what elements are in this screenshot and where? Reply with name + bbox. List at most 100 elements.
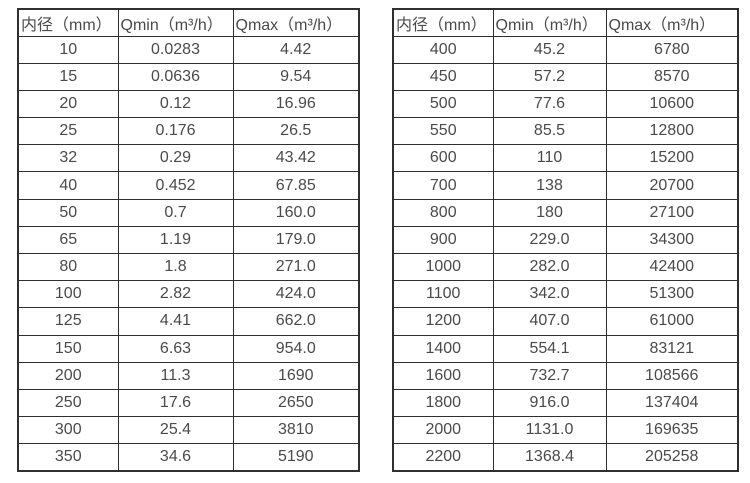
table-cell: 2200	[392, 443, 494, 472]
table-cell: 137404	[605, 388, 739, 418]
table-cell: 50	[17, 198, 119, 227]
table-cell: 80	[17, 252, 119, 282]
table-cell: 662.0	[232, 307, 360, 336]
table-cell: 12800	[605, 117, 739, 146]
table-cell: 57.2	[492, 62, 607, 91]
table-row: 1100 342.0 51300	[392, 280, 739, 309]
table-cell: 0.7	[117, 198, 234, 227]
table-cell: 5190	[232, 443, 360, 472]
table-cell: 179.0	[232, 225, 360, 255]
table-cell: 2.82	[117, 280, 234, 309]
column-header: 内径（mm）	[392, 8, 494, 37]
header-row: 内径（mm） Qmin（m³/h） Qmax（m³/h）	[17, 8, 360, 37]
table-cell: 4.42	[232, 35, 360, 64]
table-cell: 1000	[392, 252, 494, 282]
table-cell: 25.4	[117, 416, 234, 445]
table-cell: 125	[17, 307, 119, 336]
table-row: 20 0.12 16.96	[17, 89, 360, 119]
table-cell: 800	[392, 198, 494, 227]
table-cell: 1131.0	[492, 416, 607, 445]
table-cell: 15200	[605, 144, 739, 173]
table-row: 100 2.82 424.0	[17, 280, 360, 309]
table-cell: 65	[17, 225, 119, 255]
table-row: 1000 282.0 42400	[392, 252, 739, 282]
flow-rate-table-left: 内径（mm） Qmin（m³/h） Qmax（m³/h） 10 0.0283 4.42 15…	[17, 8, 360, 472]
table-cell: 85.5	[492, 117, 607, 146]
table-row: 1200 407.0 61000	[392, 307, 739, 336]
table-cell: 0.452	[117, 171, 234, 200]
table-cell: 0.176	[117, 117, 234, 146]
column-header: Qmin（m³/h）	[117, 8, 234, 37]
table-cell: 83121	[605, 334, 739, 363]
table-cell: 10	[17, 35, 119, 64]
table-cell: 1100	[392, 280, 494, 309]
table-cell: 6.63	[117, 334, 234, 363]
table-row: 350 34.6 5190	[17, 443, 360, 472]
table-row: 2200 1368.4 205258	[392, 443, 739, 472]
table-cell: 51300	[605, 280, 739, 309]
table-cell: 300	[17, 416, 119, 445]
table-row: 2000 1131.0 169635	[392, 416, 739, 445]
table-cell: 554.1	[492, 334, 607, 363]
table-cell: 1400	[392, 334, 494, 363]
table-cell: 732.7	[492, 361, 607, 390]
column-header: Qmax（m³/h）	[605, 8, 739, 37]
table-cell: 500	[392, 89, 494, 119]
table-cell: 1200	[392, 307, 494, 336]
table-row: 10 0.0283 4.42	[17, 35, 360, 64]
table-row: 40 0.452 67.85	[17, 171, 360, 200]
column-header: 内径（mm）	[17, 8, 119, 37]
table-cell: 1800	[392, 388, 494, 418]
table-cell: 34300	[605, 225, 739, 255]
table-cell: 34.6	[117, 443, 234, 472]
table-cell: 229.0	[492, 225, 607, 255]
table-cell: 700	[392, 171, 494, 200]
table-row: 1400 554.1 83121	[392, 334, 739, 363]
column-header: Qmin（m³/h）	[492, 8, 607, 37]
table-row: 200 11.3 1690	[17, 361, 360, 390]
flow-rate-table-right: 内径（mm） Qmin（m³/h） Qmax（m³/h） 400 45.2 6780 450…	[392, 8, 739, 472]
table-cell: 2650	[232, 388, 360, 418]
table-cell: 138	[492, 171, 607, 200]
table-row: 15 0.0636 9.54	[17, 62, 360, 91]
table-cell: 1690	[232, 361, 360, 390]
table-cell: 4.41	[117, 307, 234, 336]
table-cell: 600	[392, 144, 494, 173]
table-cell: 32	[17, 144, 119, 173]
table-cell: 3810	[232, 416, 360, 445]
header-row: 内径（mm） Qmin（m³/h） Qmax（m³/h）	[392, 8, 739, 37]
table-cell: 67.85	[232, 171, 360, 200]
table-row: 32 0.29 43.42	[17, 144, 360, 173]
table-row: 125 4.41 662.0	[17, 307, 360, 336]
table-cell: 40	[17, 171, 119, 200]
table-cell: 10600	[605, 89, 739, 119]
table-cell: 2000	[392, 416, 494, 445]
table-cell: 205258	[605, 443, 739, 472]
table-cell: 0.29	[117, 144, 234, 173]
table-cell: 6780	[605, 35, 739, 64]
table-row: 500 77.6 10600	[392, 89, 739, 119]
table-row: 550 85.5 12800	[392, 117, 739, 146]
table-cell: 450	[392, 62, 494, 91]
table-cell: 42400	[605, 252, 739, 282]
table-cell: 342.0	[492, 280, 607, 309]
table-cell: 916.0	[492, 388, 607, 418]
table-cell: 0.12	[117, 89, 234, 119]
table-cell: 108566	[605, 361, 739, 390]
table-cell: 1368.4	[492, 443, 607, 472]
table-row: 800 180 27100	[392, 198, 739, 227]
table-cell: 45.2	[492, 35, 607, 64]
table-cell: 100	[17, 280, 119, 309]
table-cell: 424.0	[232, 280, 360, 309]
table-cell: 1600	[392, 361, 494, 390]
table-cell: 9.54	[232, 62, 360, 91]
table-cell: 16.96	[232, 89, 360, 119]
table-cell: 200	[17, 361, 119, 390]
table-cell: 350	[17, 443, 119, 472]
table-cell: 11.3	[117, 361, 234, 390]
table-row: 900 229.0 34300	[392, 225, 739, 255]
table-cell: 17.6	[117, 388, 234, 418]
table-cell: 0.0283	[117, 35, 234, 64]
table-row: 65 1.19 179.0	[17, 225, 360, 255]
table-cell: 954.0	[232, 334, 360, 363]
